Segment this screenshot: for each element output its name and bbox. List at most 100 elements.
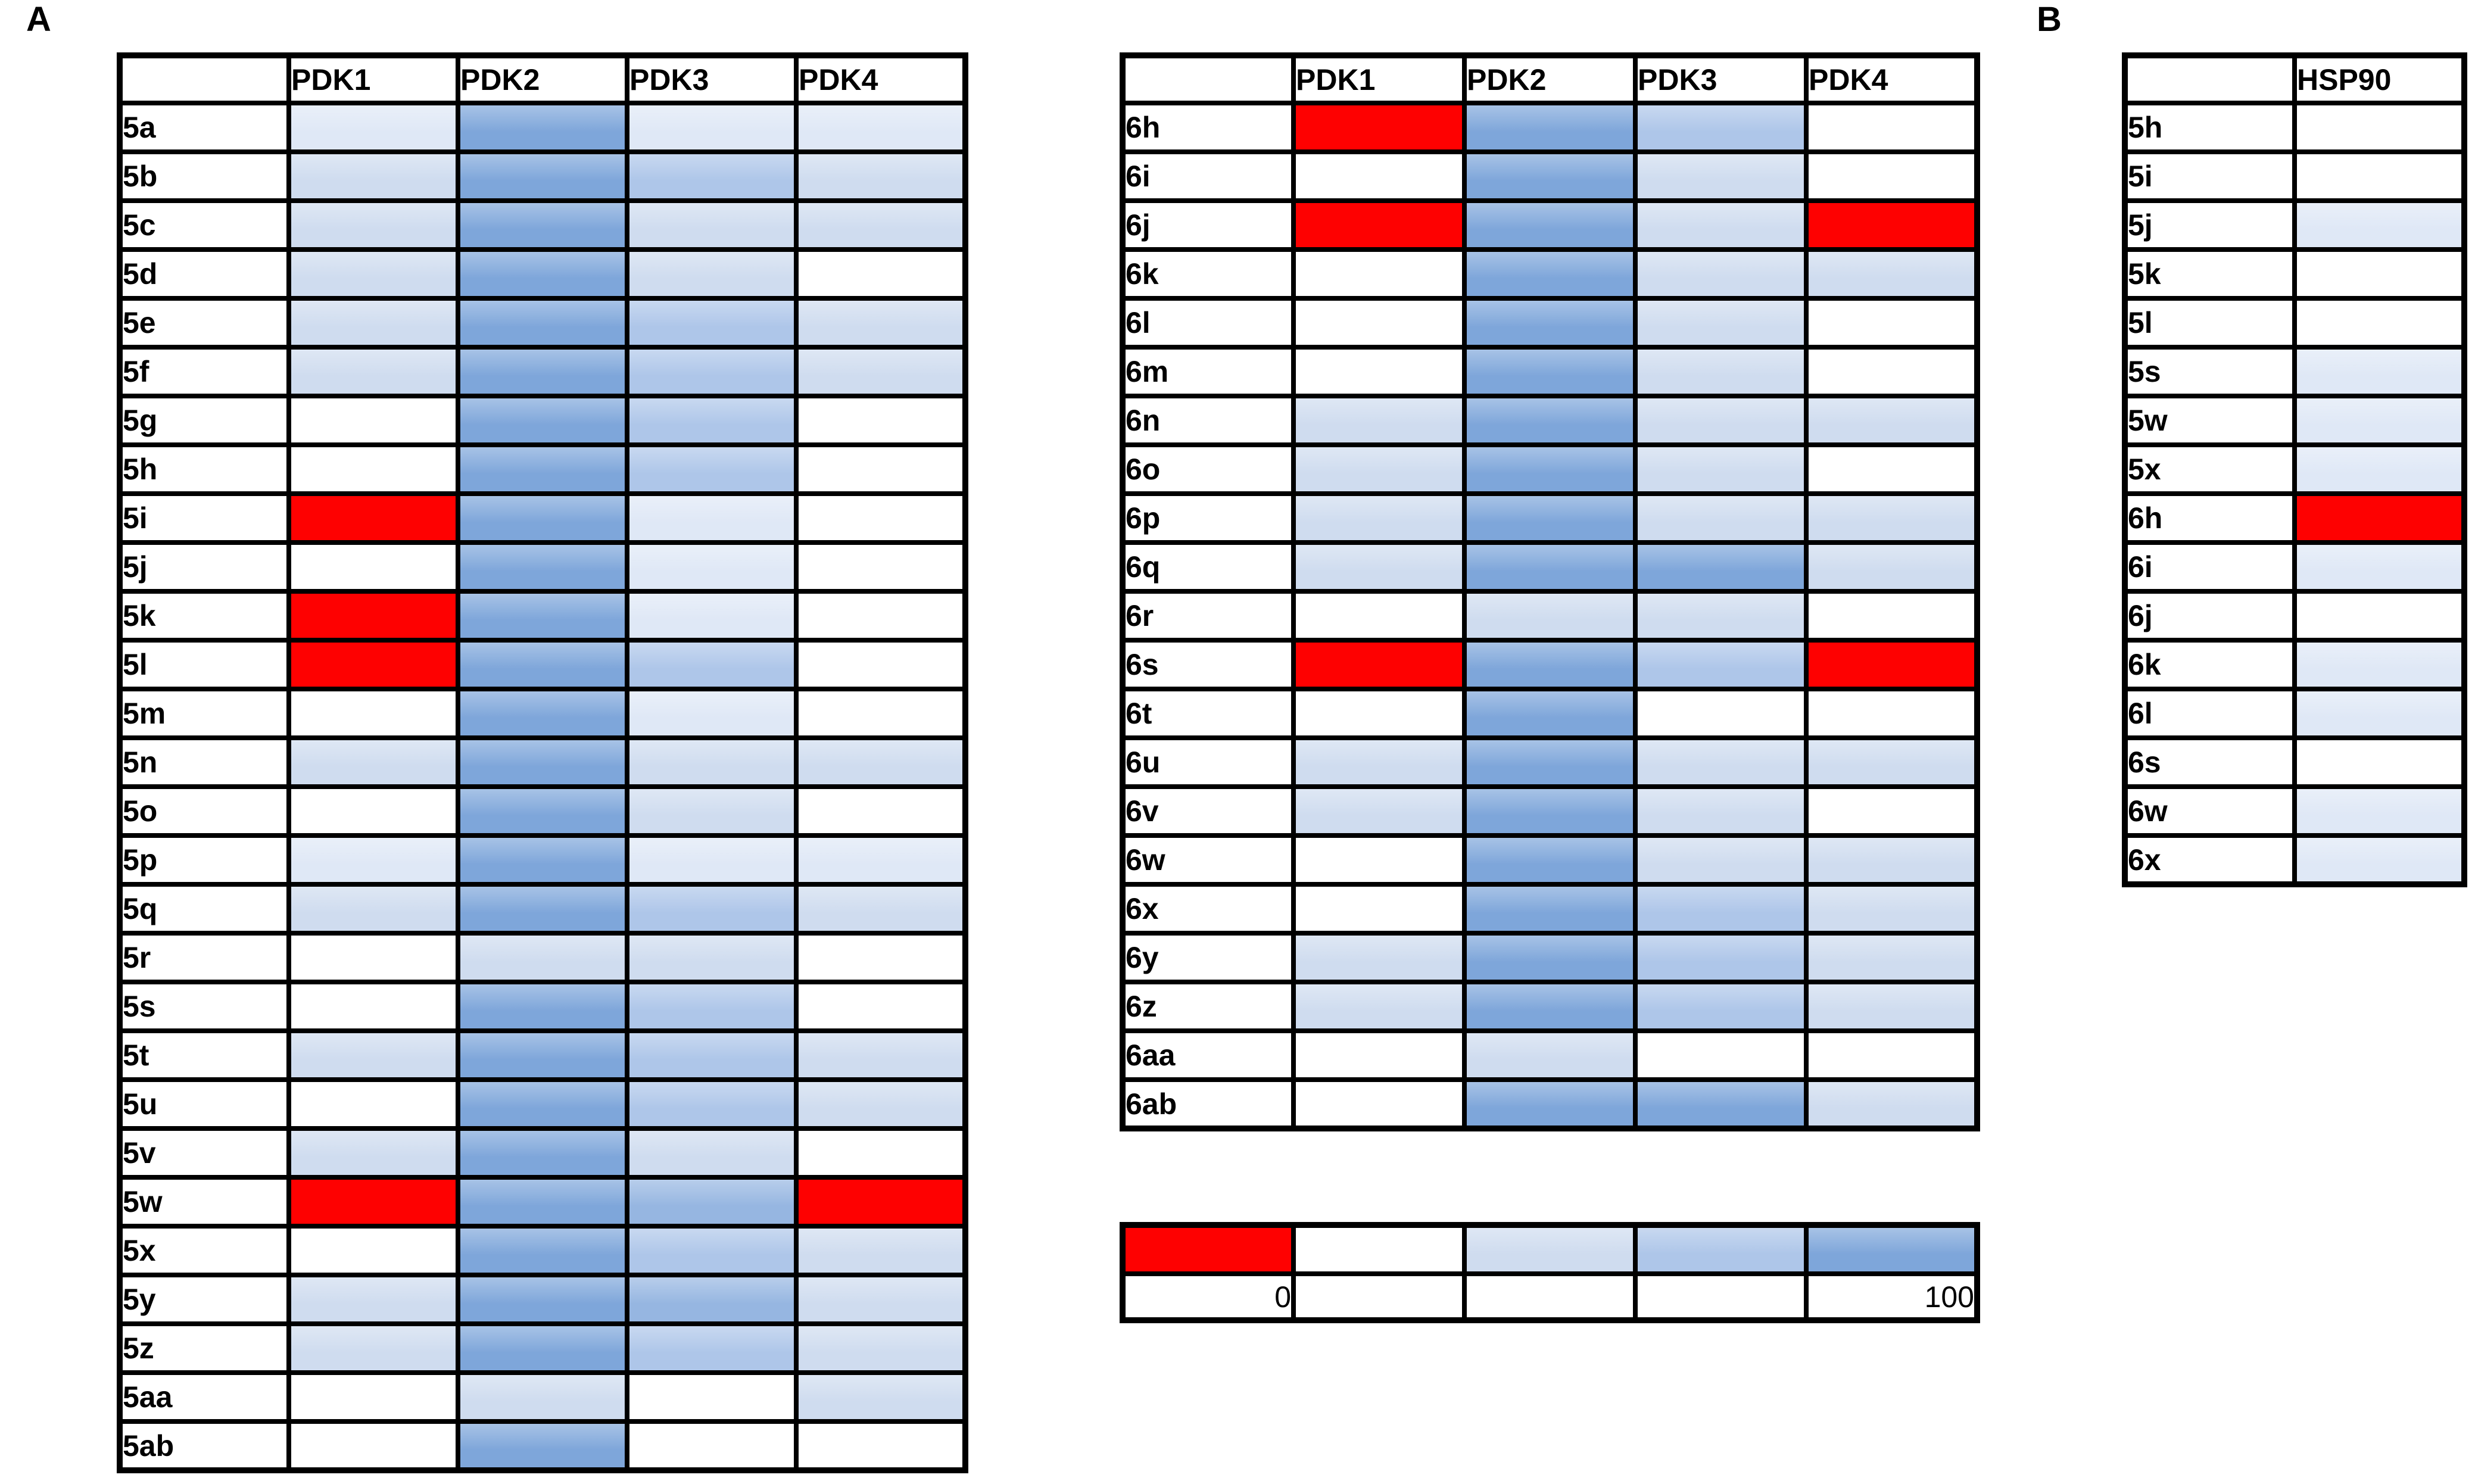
heatmap-cell [1804, 687, 1980, 740]
row-label: 6z [1120, 980, 1296, 1033]
heatmap-cell [456, 735, 629, 789]
heatmap-cell [1462, 784, 1638, 838]
heatmap-cell [1633, 1028, 1809, 1082]
table-row: 5k [117, 589, 968, 643]
heatmap-cell [1633, 931, 1809, 984]
heatmap-cell [1291, 198, 1467, 252]
table-row: 6v [1120, 784, 1980, 838]
table-row: 5g [117, 394, 968, 447]
row-label: 5x [117, 1224, 291, 1277]
heatmap-cell [2292, 101, 2467, 154]
heatmap-cell [625, 931, 799, 984]
heatmap-cell [794, 394, 968, 447]
heatmap-cell [456, 931, 629, 984]
row-label: 5b [117, 149, 291, 203]
table-row: 5o [117, 784, 968, 838]
row-label: 5q [117, 882, 291, 936]
heatmap-cell [286, 1419, 460, 1473]
heatmap-cell [794, 1175, 968, 1229]
heatmap-cell [1462, 394, 1638, 447]
hsp90-heatmap-table: HSP90 5h 5i 5j 5k 5l 5s 5w 5x 6h 6i 6j 6k 6l 6s 6w 6x [2122, 52, 2467, 887]
table-row: 6h [2122, 491, 2467, 545]
heatmap-cell [286, 1224, 460, 1277]
heatmap-cell [1804, 198, 1980, 252]
heatmap-cell [625, 638, 799, 691]
heatmap-cell [286, 931, 460, 984]
table-row: 6x [1120, 882, 1980, 936]
heatmap-cell [2292, 442, 2467, 496]
heatmap-cell [1462, 101, 1638, 154]
heatmap-cell [1462, 198, 1638, 252]
heatmap-cell [1633, 589, 1809, 643]
heatmap-cell [456, 1224, 629, 1277]
heatmap-cell [456, 1077, 629, 1131]
heatmap-cell [286, 735, 460, 789]
table-row: 5b [117, 149, 968, 203]
heatmap-cell [2292, 247, 2467, 301]
table-row: 5y [117, 1273, 968, 1326]
heatmap-cell [286, 1321, 460, 1375]
row-label: 5f [117, 345, 291, 398]
heatmap-cell [456, 1273, 629, 1326]
heatmap-cell [625, 198, 799, 252]
column-header-pdk3: PDK3 [1633, 53, 1809, 105]
row-label: 5i [2122, 149, 2297, 203]
heatmap-cell [625, 442, 799, 496]
heatmap-cell [286, 833, 460, 887]
row-label: 6i [2122, 540, 2297, 594]
heatmap-cell [794, 1224, 968, 1277]
table-row: 6ab [1120, 1077, 1980, 1131]
row-label: 6r [1120, 589, 1296, 643]
heatmap-cell [286, 101, 460, 154]
heatmap-cell [456, 198, 629, 252]
heatmap-cell [1291, 589, 1467, 643]
legend-swatch [1633, 1223, 1809, 1276]
heatmap-cell [1291, 980, 1467, 1033]
heatmap-cell [456, 1419, 629, 1473]
column-header-pdk2: PDK2 [1462, 53, 1638, 105]
heatmap-cell [456, 1370, 629, 1424]
legend-max-label: 100 [1804, 1271, 1980, 1323]
heatmap-cell [1462, 931, 1638, 984]
heatmap-cell [1462, 491, 1638, 545]
heatmap-cell [1633, 784, 1809, 838]
heatmap-cell [625, 1273, 799, 1326]
table-row: 6j [1120, 198, 1980, 252]
heatmap-cell [1633, 1077, 1809, 1131]
heatmap-cell [794, 1419, 968, 1473]
table-row: 5t [117, 1028, 968, 1082]
heatmap-cell [1462, 442, 1638, 496]
table-row: 5h [2122, 101, 2467, 154]
legend-min-label: 0 [1120, 1271, 1296, 1323]
table-row: 5x [2122, 442, 2467, 496]
heatmap-cell [1633, 491, 1809, 545]
heatmap-cell [794, 589, 968, 643]
heatmap-cell [794, 491, 968, 545]
heatmap-cell [1291, 296, 1467, 350]
heatmap-cell [286, 589, 460, 643]
heatmap-cell [1291, 1028, 1467, 1082]
heatmap-cell [1804, 1028, 1980, 1082]
heatmap-cell [1804, 589, 1980, 643]
pdk-heatmap-table-5-series: PDK1 PDK2 PDK3 PDK4 5a 5b 5c 5d 5e 5f 5g 5h 5i 5j 5k 5l… [117, 52, 968, 1473]
heatmap-cell [456, 1175, 629, 1229]
row-label: 5aa [117, 1370, 291, 1424]
row-label: 5k [117, 589, 291, 643]
row-label: 6h [1120, 101, 1296, 154]
heatmap-cell [2292, 394, 2467, 447]
heatmap-cell [1291, 833, 1467, 887]
column-header-pdk3: PDK3 [625, 53, 799, 105]
table-row: 5w [2122, 394, 2467, 447]
row-label: 6y [1120, 931, 1296, 984]
corner-header-cell [2122, 53, 2297, 105]
heatmap-cell [625, 1077, 799, 1131]
table-row: 6p [1120, 491, 1980, 545]
heatmap-cell [1462, 540, 1638, 594]
heatmap-cell [456, 784, 629, 838]
table-row: 6y [1120, 931, 1980, 984]
heatmap-cell [286, 540, 460, 594]
column-header-pdk1: PDK1 [286, 53, 460, 105]
heatmap-cell [1633, 247, 1809, 301]
heatmap-cell [286, 1273, 460, 1326]
table-row: 6k [2122, 638, 2467, 691]
